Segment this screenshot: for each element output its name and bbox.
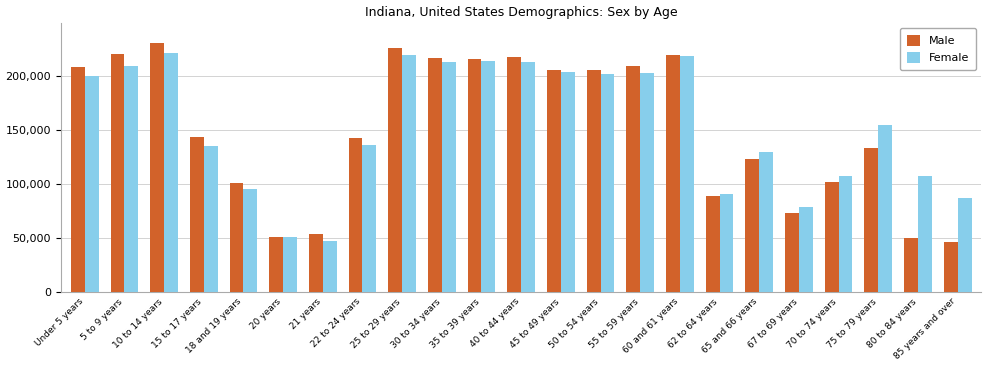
Bar — [442, 62, 456, 292]
Bar — [309, 234, 322, 292]
Bar — [705, 196, 719, 292]
Bar — [71, 67, 85, 292]
Bar — [798, 207, 812, 292]
Bar — [626, 66, 640, 292]
Bar — [507, 57, 521, 292]
Bar — [666, 55, 679, 292]
Bar — [864, 148, 878, 292]
Bar — [467, 59, 481, 292]
Bar — [560, 72, 574, 292]
Bar — [824, 182, 838, 292]
Bar — [203, 146, 217, 292]
Bar — [679, 56, 693, 292]
Bar — [164, 53, 177, 292]
Bar — [428, 58, 442, 292]
Bar — [546, 70, 560, 292]
Bar — [244, 189, 257, 292]
Bar — [283, 237, 297, 292]
Bar — [917, 176, 931, 292]
Legend: Male, Female: Male, Female — [899, 28, 975, 70]
Bar — [903, 238, 917, 292]
Bar — [269, 237, 283, 292]
Bar — [150, 43, 164, 292]
Bar — [481, 61, 495, 292]
Bar — [838, 176, 852, 292]
Bar — [124, 66, 138, 292]
Bar — [387, 48, 401, 292]
Bar — [110, 54, 124, 292]
Bar — [744, 159, 758, 292]
Bar — [322, 241, 336, 292]
Bar — [401, 55, 416, 292]
Bar — [943, 243, 956, 292]
Bar — [85, 76, 99, 292]
Bar — [956, 198, 970, 292]
Bar — [521, 62, 534, 292]
Bar — [586, 70, 599, 292]
Bar — [230, 183, 244, 292]
Bar — [348, 138, 362, 292]
Title: Indiana, United States Demographics: Sex by Age: Indiana, United States Demographics: Sex… — [365, 6, 676, 19]
Bar — [878, 125, 891, 292]
Bar — [784, 213, 798, 292]
Bar — [189, 137, 203, 292]
Bar — [758, 152, 772, 292]
Bar — [719, 194, 733, 292]
Bar — [599, 74, 614, 292]
Bar — [362, 145, 376, 292]
Bar — [640, 73, 654, 292]
